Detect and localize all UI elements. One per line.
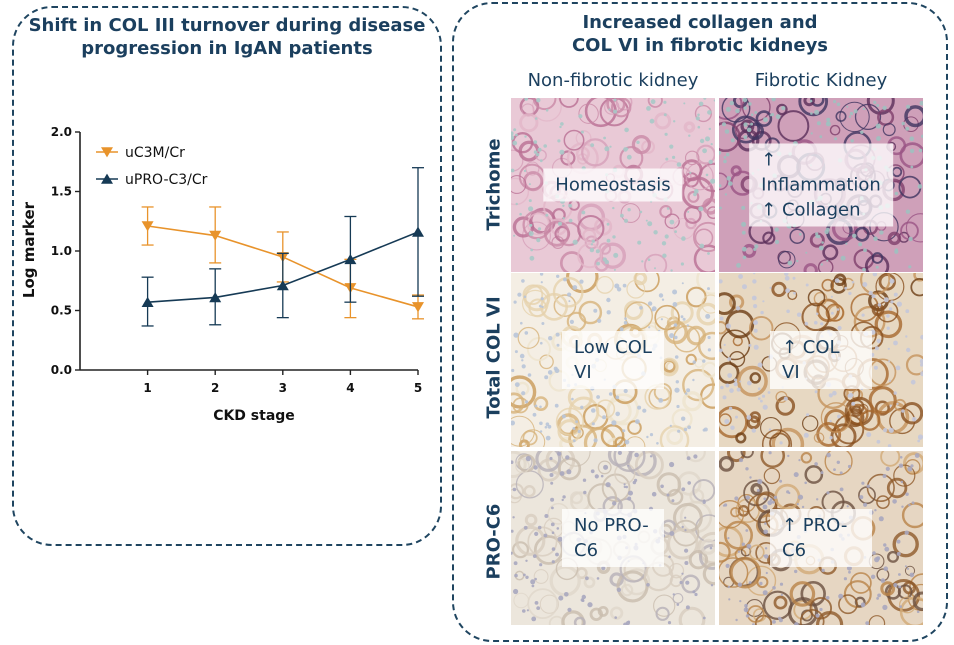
- histology-image-label: Homeostasis: [543, 168, 683, 202]
- histology-image-proc6-normal: No PRO-C6: [511, 451, 715, 625]
- histology-image-label: ↑ PRO-C6: [770, 509, 872, 567]
- column-header-fibrotic: Fibrotic Kidney: [754, 70, 888, 91]
- chart-panel-title: Shift in COL III turnover during disease…: [28, 15, 426, 59]
- legend-label: uPRO-C3/Cr: [125, 172, 208, 188]
- legend-marker: [101, 147, 113, 158]
- data-point: [412, 226, 424, 237]
- histology-image-label: ↑ Inflammation ↑ Collagen: [749, 143, 893, 227]
- legend-marker: [101, 173, 113, 184]
- x-tick-label: 5: [414, 381, 422, 395]
- x-tick-label: 2: [211, 381, 219, 395]
- x-tick-label: 3: [279, 381, 287, 395]
- line-chart: 0.0 0.5 1.0 1.5 2.0 1 2 3 4 5 uC3M/Cr uPRO-C3/Cr C…: [20, 125, 424, 424]
- chart-axes: 0.0 0.5 1.0 1.5 2.0 1 2 3 4 5: [51, 125, 422, 395]
- data-point: [209, 292, 222, 303]
- chart-legend: uC3M/Cr uPRO-C3/Cr: [96, 145, 208, 188]
- histology-panel: Increased collagen and COL VI in fibroti…: [452, 2, 948, 642]
- histology-image-trichrome-fibrotic: ↑ Inflammation ↑ Collagen: [719, 98, 923, 272]
- row-header-trichome: Trichome: [483, 138, 505, 231]
- y-tick-label: 2.0: [51, 125, 72, 139]
- data-point: [344, 253, 357, 265]
- column-header-non-fibrotic: Non-fibrotic kidney: [527, 70, 699, 91]
- x-tick-label: 1: [143, 381, 151, 395]
- row-header-pro-c6: PRO-C6: [483, 503, 505, 580]
- x-axis-label: CKD stage: [213, 408, 295, 424]
- x-tick-label: 4: [346, 381, 354, 395]
- histology-image-colvi-normal: Low COL VI: [511, 273, 715, 447]
- y-tick-label: 0.0: [51, 363, 72, 377]
- histology-image-label: No PRO-C6: [562, 509, 664, 567]
- y-tick-label: 1.0: [51, 244, 72, 258]
- data-point: [276, 280, 289, 291]
- y-axis-label: Log marker: [20, 201, 38, 298]
- histology-image-label: ↑ COL VI: [770, 331, 872, 389]
- histology-image-proc6-fibrotic: ↑ PRO-C6: [719, 451, 923, 625]
- chart-marks: [141, 167, 424, 327]
- y-tick-label: 0.5: [51, 304, 72, 318]
- histology-image-colvi-fibrotic: ↑ COL VI: [719, 273, 923, 447]
- data-point: [141, 221, 154, 232]
- data-point: [141, 296, 154, 307]
- row-header-total-col-vi: Total COL VI: [483, 296, 505, 419]
- y-tick-label: 1.5: [51, 185, 72, 199]
- histology-image-label: Low COL VI: [562, 331, 664, 389]
- data-point: [209, 230, 222, 241]
- data-point: [412, 302, 424, 313]
- chart-panel: Shift in COL III turnover during disease…: [12, 6, 442, 546]
- histology-panel-title: Increased collagen and COL VI in fibroti…: [571, 12, 829, 56]
- histology-image-trichrome-normal: Homeostasis: [511, 98, 715, 272]
- legend-label: uC3M/Cr: [125, 145, 185, 161]
